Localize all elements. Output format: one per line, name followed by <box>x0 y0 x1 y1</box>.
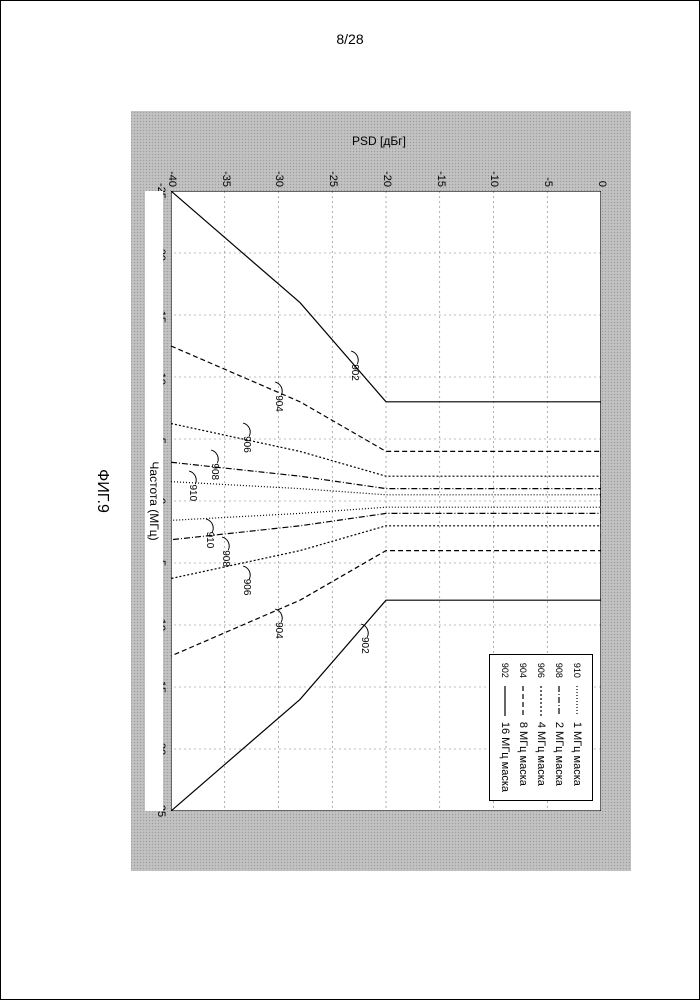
y-tick-label: -30 <box>274 161 286 187</box>
legend-label-904: 8 МГц маска <box>517 722 529 786</box>
y-tick-label: -15 <box>435 161 447 187</box>
y-tick-label: 0 <box>596 161 608 187</box>
legend-label-910: 1 МГц маска <box>571 722 583 786</box>
figure-rotated-wrap: 9101 МГц маска9082 МГц маска9064 МГц мас… <box>0 211 700 771</box>
legend: 910 1 МГц маска 908 2 МГц маска 906 4 МГц мас… <box>489 654 593 801</box>
legend-row-904: 904 8 МГц маска <box>514 663 532 792</box>
y-tick-label: -20 <box>381 161 393 187</box>
y-tick-label: -10 <box>489 161 501 187</box>
legend-callout-904: 904 <box>518 663 528 678</box>
y-tick-label: -40 <box>166 161 178 187</box>
plot-area: 910 1 МГц маска 908 2 МГц маска 906 4 МГц мас… <box>171 191 601 811</box>
legend-callout-908: 908 <box>554 663 564 678</box>
legend-row-902: 902 16 МГц маска <box>496 663 514 792</box>
figure: 910 1 МГц маска 908 2 МГц маска 906 4 МГц мас… <box>71 111 631 871</box>
x-axis-label: Частота (МГц) <box>145 191 163 811</box>
legend-label-908: 2 МГц маска <box>553 722 565 786</box>
legend-callout-906: 906 <box>536 663 546 678</box>
figure-caption: ФИГ.9 <box>93 111 111 871</box>
legend-callout-910: 910 <box>572 663 582 678</box>
legend-row-910: 910 1 МГц маска <box>568 663 586 792</box>
y-tick-label: -5 <box>542 161 554 187</box>
legend-row-908: 908 2 МГц маска <box>550 663 568 792</box>
y-axis-label-text: PSD [дБг] <box>319 134 439 148</box>
legend-label-906: 4 МГц маска <box>535 722 547 786</box>
page: 8/28 910 1 МГц маска 908 2 МГц маска 906 4 МГ… <box>0 0 700 1000</box>
legend-swatch-910 <box>572 686 582 716</box>
legend-row-906: 906 4 МГц маска <box>532 663 550 792</box>
legend-swatch-904 <box>518 686 528 716</box>
legend-swatch-902 <box>500 686 510 716</box>
legend-swatch-908 <box>554 686 564 716</box>
y-tick-label: -25 <box>327 161 339 187</box>
page-number: 8/28 <box>1 31 699 47</box>
y-tick-label: -35 <box>220 161 232 187</box>
legend-swatch-906 <box>536 686 546 716</box>
y-axis-label: PSD [дБг] <box>171 131 601 151</box>
legend-callout-902: 902 <box>500 663 510 678</box>
legend-label-902: 16 МГц маска <box>499 722 511 792</box>
